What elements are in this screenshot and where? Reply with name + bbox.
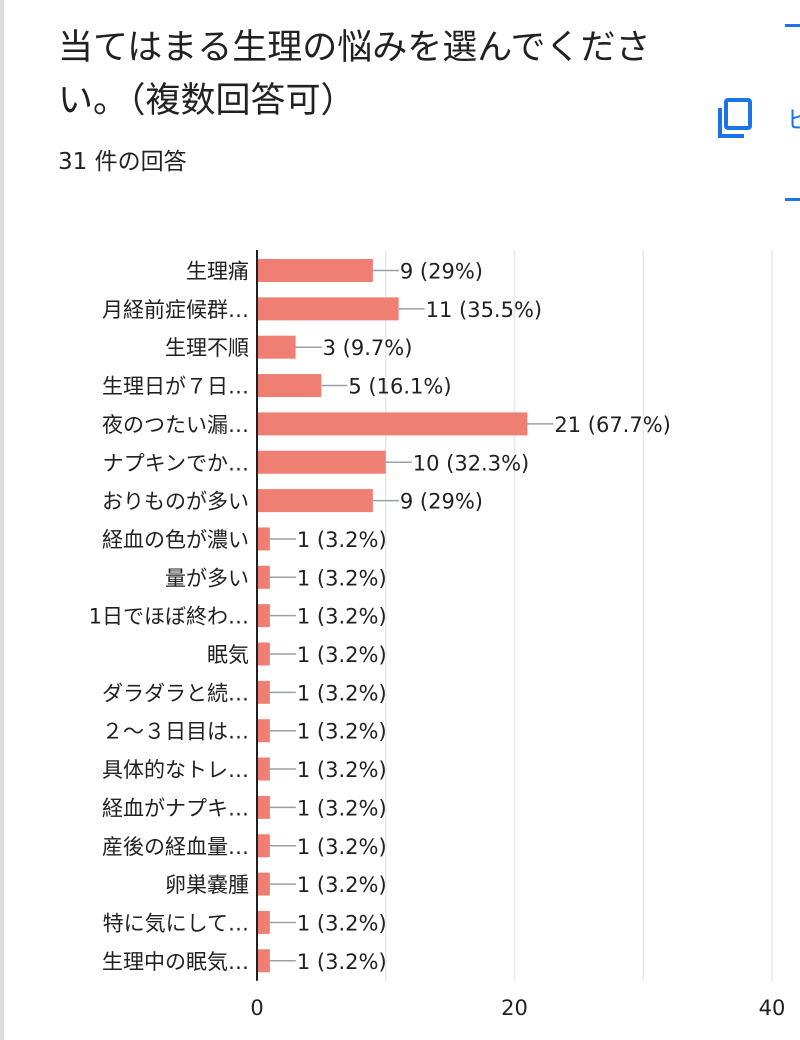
category-label: 卵巣嚢腫 [165,873,249,897]
data-label: 1 (3.2%) [297,758,387,782]
category-label: 産後の経血量… [102,835,249,859]
category-label: 生理日が７日… [102,375,249,399]
category-label: 1日でほぼ終わ… [89,605,249,629]
x-tick-label: 0 [250,996,263,1020]
category-label: 眠気 [207,643,249,667]
category-label: 具体的なトレ… [102,758,249,782]
x-tick-label: 40 [759,996,786,1020]
category-label: おりものが多い [102,490,249,514]
category-label: 経血がナプキ… [102,796,249,820]
bar [257,910,270,934]
data-label: 1 (3.2%) [297,681,387,705]
category-label: 生理不順 [165,336,249,360]
bar [257,412,528,436]
data-label: 11 (35.5%) [426,298,543,322]
category-label: ダラダラと続… [102,681,249,705]
data-label: 9 (29%) [400,260,483,284]
bar [257,949,270,973]
data-label: 1 (3.2%) [297,605,387,629]
bar [257,335,296,359]
question-title: 当てはまる生理の悩みを選んでください。（複数回答可） [58,28,651,121]
data-label: 1 (3.2%) [297,720,387,744]
data-label: 1 (3.2%) [297,796,387,820]
data-label: 1 (3.2%) [297,528,387,552]
data-label: 1 (3.2%) [297,835,387,859]
data-label: 21 (67.7%) [554,413,671,437]
data-label: 3 (9.7%) [323,336,413,360]
category-label: 月経前症候群… [102,298,249,322]
bar-chart: 生理痛 9 (29%) 月経前症候群… 11 (35.5%) 生理不順 3 (9.7%) 生… [89,250,786,1020]
data-label: 1 (3.2%) [297,911,387,935]
bar [257,450,386,474]
bar [257,604,270,628]
x-tick-label: 20 [501,996,528,1020]
bar [257,374,322,398]
bar [257,834,270,858]
bar [257,719,270,743]
category-label: 生理痛 [186,260,249,284]
bar [257,527,270,551]
category-label: ２〜３日目は… [102,720,249,744]
data-label: 1 (3.2%) [297,643,387,667]
side-panel-link-bottom[interactable] [785,198,800,201]
bar [257,259,373,282]
bar [257,872,270,896]
left-border [0,0,4,1040]
bar [257,642,270,666]
data-label: 1 (3.2%) [297,873,387,897]
data-label: 1 (3.2%) [297,566,387,590]
copy-chart-button[interactable] [712,96,758,142]
side-panel-link-top[interactable] [785,24,800,27]
category-label: 経血の色が濃い [102,528,249,552]
bar [257,297,399,321]
bar [257,680,270,704]
category-label: ナプキンでか… [103,451,249,475]
bar [257,489,373,513]
copy-icon [718,98,752,138]
bar [257,565,270,589]
data-label: 9 (29%) [400,490,483,514]
data-label: 10 (32.3%) [413,451,530,475]
data-label: 5 (16.1%) [348,375,451,399]
category-label: 量が多い [165,566,249,590]
side-panel-text: ヒ [786,106,800,134]
bar [257,795,270,819]
category-label: 夜のつたい漏… [102,413,249,437]
bar [257,757,270,781]
category-label: 特に気にして… [103,911,249,935]
data-label: 1 (3.2%) [297,950,387,974]
response-count: 31 件の回答 [58,149,187,175]
category-label: 生理中の眠気… [102,950,249,974]
